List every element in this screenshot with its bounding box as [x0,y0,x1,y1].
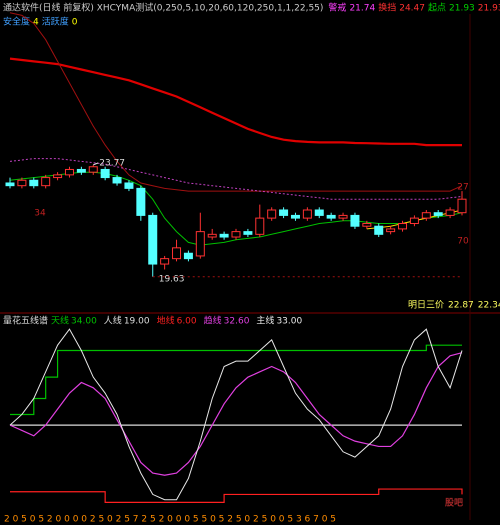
candle-body [314,209,324,216]
candle-body [267,209,277,219]
candle-body [124,182,134,189]
legend-value: 34.00 [71,317,97,327]
candle-body [17,179,27,187]
candle-body [302,209,312,219]
legend-value: 19.00 [124,317,150,327]
legend-name: 主线 [256,315,274,327]
forecast-item: 22.34 [478,301,500,311]
candle-body [219,233,229,238]
legend-value: 33.00 [276,317,302,327]
candle-body [88,166,98,173]
candle-body [386,228,396,233]
header-item: 21.93 [449,4,475,14]
candle-body [231,231,241,238]
candle-body [433,212,443,216]
candle-body [195,231,205,257]
side-label: 70 [457,237,469,247]
candle-body [29,179,39,187]
candle-body [279,209,289,216]
high-label: 23.77 [99,158,125,168]
candle-body [243,231,253,235]
header-item: 警戒 [328,2,346,14]
header-item: 起点 [428,3,446,14]
status-item: 0 [72,18,78,28]
candle-body [136,187,146,216]
candle-body [207,233,217,238]
legend-name: 天线 [51,315,69,327]
indicator-title: 量花五线谱 [3,315,48,327]
status-item: 4 [33,18,39,28]
candle-body [290,214,300,219]
candle-body [326,214,336,219]
candle-body [350,214,360,227]
candle-body [172,247,182,260]
candle-body [409,217,419,225]
legend-value: 6.00 [177,317,197,327]
candle-body [160,258,170,265]
indicator-line [9,352,463,476]
watermark: 股吧 [445,498,463,509]
candle-body [445,209,455,216]
high-pointer [93,162,99,166]
candle-body [5,182,15,187]
header-item: 24.47 [399,4,425,14]
legend-name: 趋线 [204,315,222,327]
side-label: 27 [457,183,468,193]
forecast-item: 22.87 [448,301,474,311]
header-item: 21.93 [478,4,500,14]
candle-body [100,168,110,179]
candle-body [64,168,74,176]
candle-body [374,225,384,235]
status-item: 安全度 [3,16,30,28]
low-label: 19.63 [159,274,185,284]
candle-body [457,198,467,214]
candle-body [148,214,158,265]
candle-body [53,174,63,179]
header-item: 21.74 [349,4,375,14]
candle-body [255,217,265,235]
legend-name: 地线 [157,315,175,327]
overlay-line [9,158,463,200]
side-label: 34 [34,209,46,219]
status-item: 活跃度 [42,16,69,28]
legend-name: 人线 [104,315,122,327]
candle-body [41,177,51,187]
candle-body [362,223,372,227]
indicator-line [9,328,463,501]
indicator-line [10,488,463,504]
overlay-line [9,57,462,147]
overlay-line [9,12,463,192]
candle-body [398,223,408,230]
legend-value: 32.60 [224,317,250,327]
forecast-item: 明日三价 [408,300,444,311]
header-title: 通达软件(日线 前复权) XHCYMA测试(0,250,5,10,20,60,1… [3,2,323,14]
indicator-line [10,344,462,416]
candle-body [112,177,122,184]
candle-body [76,168,86,173]
candle-body [183,252,193,260]
header-item: 换挡 [378,2,396,14]
candle-body [421,212,431,219]
candle-body [338,214,348,219]
footer-digits: 2 0 5 0 5 2 0 0 0 0 2 5 0 2 5 7 2 5 2 0 … [4,515,336,525]
